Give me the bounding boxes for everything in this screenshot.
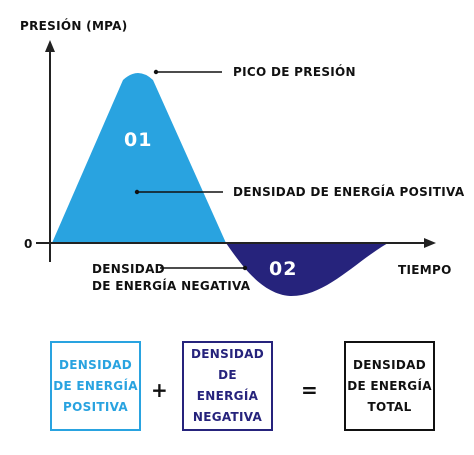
total-box-line: DE ENERGÍA — [347, 378, 432, 393]
y-axis-arrow-icon — [45, 40, 55, 52]
positive-box-line: POSITIVA — [63, 399, 128, 414]
negative-density-annotation-line2: DE ENERGÍA NEGATIVA — [92, 278, 251, 293]
plus-operator: + — [151, 378, 168, 402]
positive-box-line: DE ENERGÍA — [53, 378, 138, 393]
x-axis-label: TIEMPO — [398, 263, 452, 277]
origin-label: 0 — [24, 237, 33, 251]
negative-energy-area — [226, 243, 388, 297]
total-energy-box: DENSIDAD DE ENERGÍA TOTAL — [344, 341, 435, 431]
negative-energy-box: DENSIDAD DE ENERGÍA NEGATIVA — [182, 341, 273, 431]
negative-box-line: DENSIDAD DE — [191, 347, 264, 382]
positive-box-line: DENSIDAD — [59, 357, 132, 372]
negative-density-marker — [242, 265, 248, 271]
total-box-line: DENSIDAD — [353, 357, 426, 372]
positive-energy-box: DENSIDAD DE ENERGÍA POSITIVA — [50, 341, 141, 431]
y-axis-label: PRESIÓN (MPA) — [20, 18, 128, 33]
total-box-line: TOTAL — [367, 399, 412, 414]
zone-01-label: 01 — [124, 129, 152, 151]
positive-density-annotation: DENSIDAD DE ENERGÍA POSITIVA — [233, 184, 465, 199]
equal-operator: = — [301, 378, 318, 402]
positive-energy-area — [52, 73, 226, 243]
zone-02-label: 02 — [269, 258, 297, 280]
negative-box-line: NEGATIVA — [192, 410, 263, 424]
peak-annotation: PICO DE PRESIÓN — [233, 64, 356, 79]
pressure-time-diagram: PRESIÓN (MPA) TIEMPO 0 01 02 PICO DE PRE… — [20, 18, 465, 297]
negative-density-annotation-line1: DENSIDAD — [92, 262, 165, 276]
x-axis-arrow-icon — [424, 238, 436, 248]
negative-box-line: ENERGÍA — [196, 389, 259, 403]
